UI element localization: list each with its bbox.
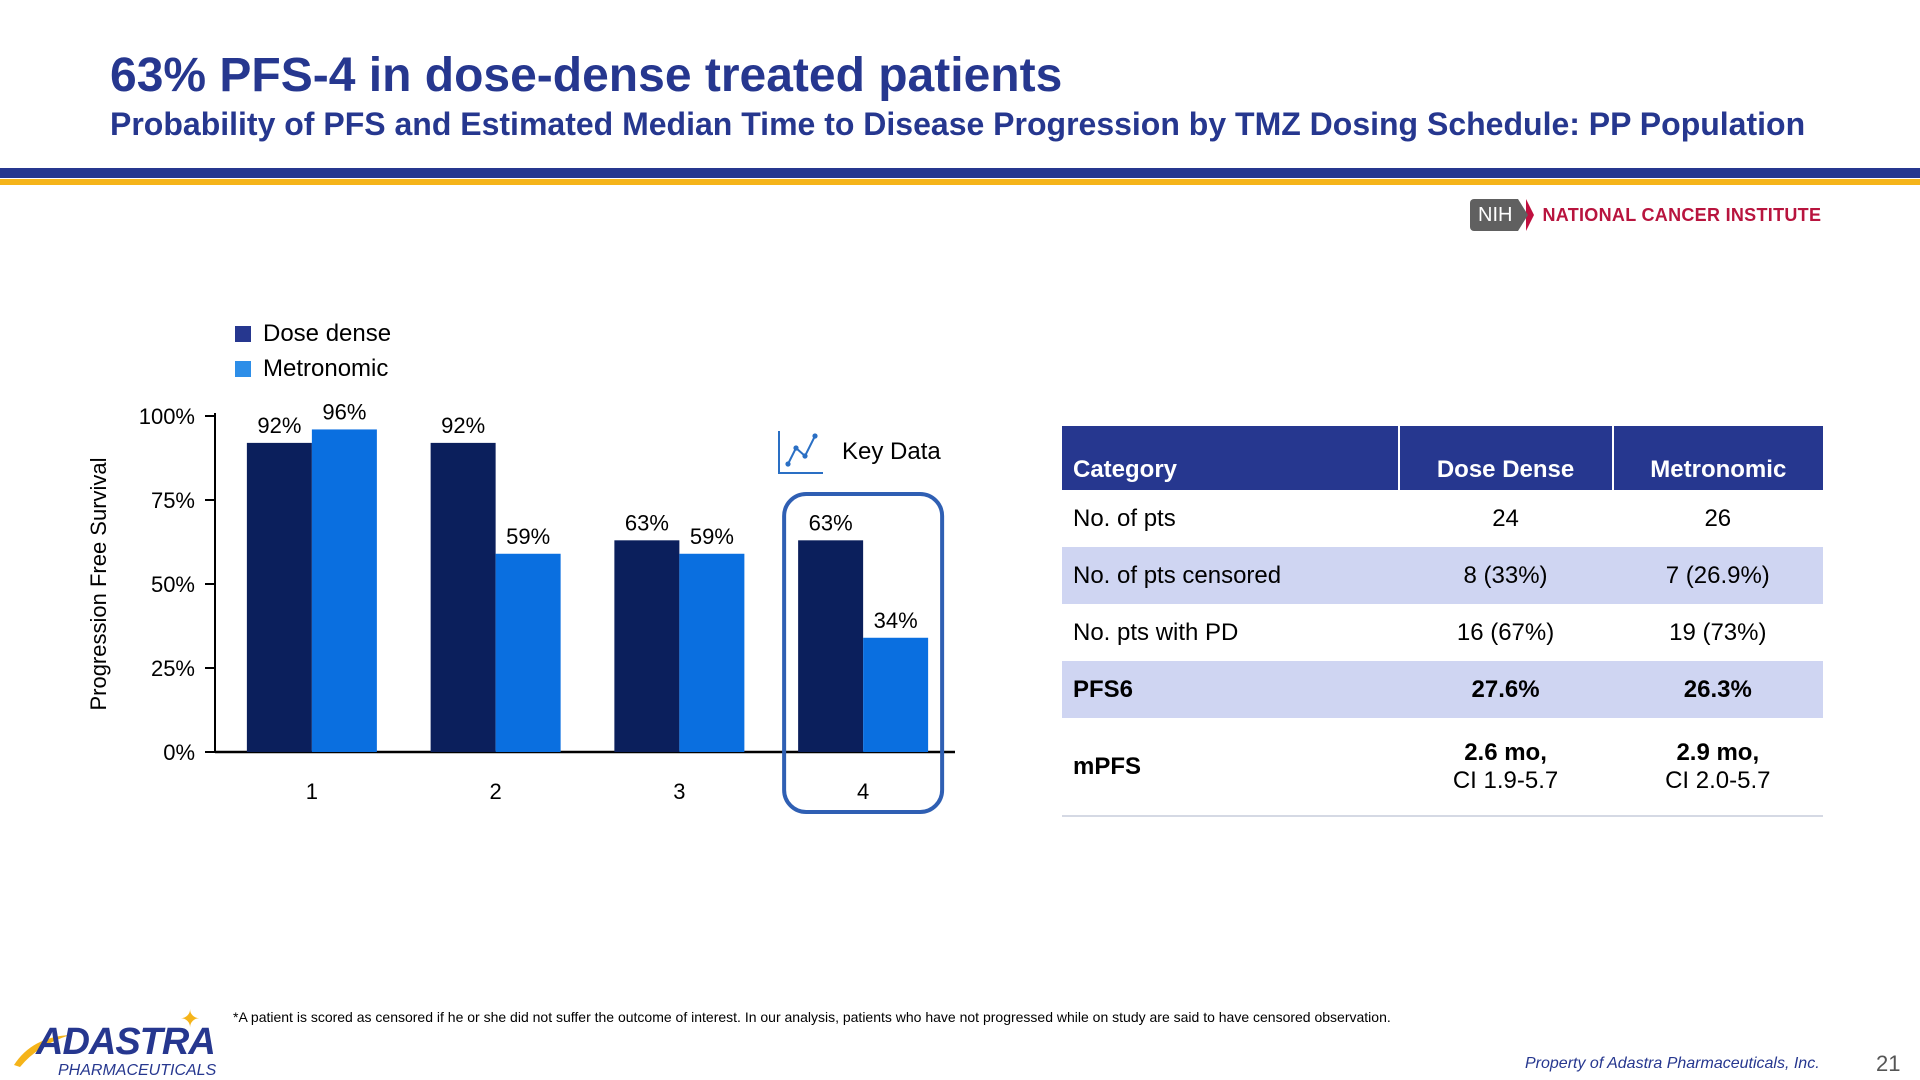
header-band-gold [0, 179, 1920, 185]
cell-category: PFS6 [1062, 661, 1399, 718]
highlight-box [782, 492, 945, 814]
bar-value-label: 59% [690, 524, 734, 549]
logo-sub-text: PHARMACEUTICALS [58, 1062, 217, 1079]
bar [430, 442, 496, 752]
cell-dose-dense-value: 2.6 mo, [1464, 738, 1547, 766]
cell-metronomic: 26 [1704, 504, 1732, 532]
cell-dose-dense: 2.6 mo, CI 1.9-5.7 [1398, 718, 1613, 817]
chevron-right-icon [1526, 199, 1535, 231]
cell-metronomic: 7 (26.9%) [1612, 547, 1823, 604]
key-data-callout: Key Data [776, 428, 941, 476]
cell-category: No. of pts [1073, 504, 1176, 532]
table-row: No. of pts censored 8 (33%) 7 (26.9%) [1062, 547, 1823, 604]
legend-swatch-dose-dense [235, 325, 251, 342]
cell-metronomic: 19 (73%) [1669, 618, 1767, 646]
header-category: Category [1062, 426, 1400, 490]
logo-main-text: ADASTRA [36, 1021, 216, 1063]
header-band-blue [0, 168, 1920, 178]
bar-value-label: 34% [874, 608, 918, 633]
legend-swatch-metronomic [235, 360, 251, 377]
summary-table: Category Dose Dense Metronomic No. of pt… [1062, 426, 1823, 817]
star-icon: ✦ [180, 1006, 201, 1033]
adastra-logo: ✦ ADASTRA PHARMACEUTICALS [12, 1005, 217, 1080]
nih-badge: NIH [1470, 199, 1530, 231]
bar [614, 540, 680, 752]
x-tick-label: 3 [673, 779, 685, 804]
cell-metronomic-ci: CI 2.0-5.7 [1665, 766, 1771, 794]
table-header-row: Category Dose Dense Metronomic [1062, 426, 1823, 490]
header-metronomic: Metronomic [1612, 426, 1823, 490]
table-row: No. of pts 24 26 [1062, 490, 1823, 547]
table-row: No. pts with PD 16 (67%) 19 (73%) [1062, 604, 1823, 661]
cell-dose-dense: 8 (33%) [1398, 547, 1613, 604]
bar-value-label: 96% [322, 399, 366, 424]
bar [246, 442, 312, 752]
bar [798, 540, 864, 752]
cell-metronomic: 26.3% [1612, 661, 1823, 718]
nih-logo: NIH NATIONAL CANCER INSTITUTE [1470, 199, 1821, 231]
legend-label-dose-dense: Dose dense [263, 319, 392, 347]
bar-chart: 0% 25% 50% 75% 100% Progression Free Survival… [86, 399, 955, 814]
y-tick-label: 0% [163, 740, 195, 765]
header-dose-dense: Dose Dense [1398, 426, 1614, 490]
cell-dose-dense-ci: CI 1.9-5.7 [1452, 766, 1559, 794]
footnote: *A patient is scored as censored if he o… [233, 1009, 1391, 1025]
cell-category: No. of pts censored [1062, 547, 1399, 604]
key-data-label: Key Data [842, 438, 941, 465]
y-axis-title: Progression Free Survival [86, 457, 111, 710]
bar-value-label: 63% [625, 510, 669, 535]
page-title: 63% PFS-4 in dose-dense treated patients [110, 49, 1063, 102]
y-tick-label: 25% [151, 656, 195, 681]
y-tick-label: 50% [151, 572, 195, 597]
cell-category: No. pts with PD [1073, 618, 1239, 646]
page-subtitle: Probability of PFS and Estimated Median … [110, 106, 1806, 142]
legend-item-metronomic: Metronomic [235, 351, 391, 386]
cell-metronomic-value: 2.9 mo, [1676, 738, 1760, 766]
x-tick-label: 1 [306, 779, 318, 804]
x-tick-label: 2 [490, 779, 502, 804]
x-tick-label: 4 [857, 779, 869, 804]
nih-name: NATIONAL CANCER INSTITUTE [1542, 204, 1822, 225]
chart-legend: Dose dense Metronomic [235, 316, 391, 386]
property-notice: Property of Adastra Pharmaceuticals, Inc… [1525, 1055, 1820, 1072]
cell-dose-dense: 16 (67%) [1456, 618, 1555, 646]
bar [311, 429, 377, 752]
line-chart-icon [778, 431, 823, 474]
bar-value-label: 59% [506, 524, 550, 549]
table-row: PFS6 27.6% 26.3% [1062, 661, 1823, 718]
bar [495, 553, 561, 752]
bar [679, 553, 745, 752]
cell-category: mPFS [1062, 718, 1399, 817]
cell-metronomic: 2.9 mo, CI 2.0-5.7 [1612, 718, 1823, 817]
bar-value-label: 92% [441, 413, 485, 438]
y-tick-label: 100% [139, 404, 195, 429]
cell-dose-dense: 27.6% [1398, 661, 1613, 718]
logo-swoosh-icon [14, 1035, 70, 1067]
page-number: 21 [1876, 1051, 1901, 1076]
legend-item-dose-dense: Dose dense [235, 316, 391, 351]
table-row: mPFS 2.6 mo, CI 1.9-5.7 2.9 mo, CI 2.0-5… [1062, 718, 1823, 817]
y-tick-label: 75% [151, 488, 195, 513]
bar-value-label: 63% [809, 510, 853, 535]
bar-value-label: 92% [257, 413, 301, 438]
bar [863, 637, 929, 752]
cell-dose-dense: 24 [1492, 504, 1519, 532]
legend-label-metronomic: Metronomic [263, 354, 389, 382]
